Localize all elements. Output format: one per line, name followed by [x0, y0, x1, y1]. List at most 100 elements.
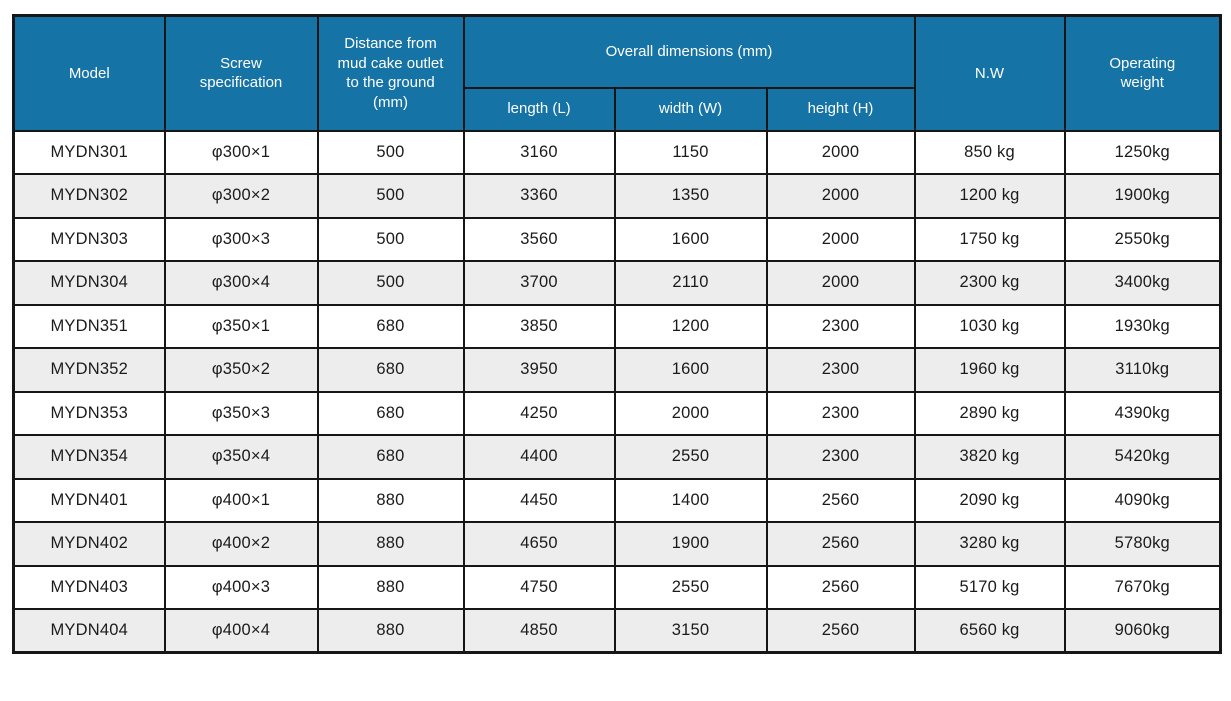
cell-model: MYDN301	[12, 129, 166, 175]
cell-model: MYDN302	[12, 173, 166, 219]
cell-net-weight: 2890 kg	[913, 390, 1066, 436]
cell-height: 2560	[765, 564, 916, 610]
cell-net-weight: 1200 kg	[913, 173, 1066, 219]
cell-screw-specification: φ300×3	[163, 216, 319, 262]
cell-length: 4250	[462, 390, 616, 436]
cell-model: MYDN403	[12, 564, 166, 610]
cell-width: 1600	[613, 347, 768, 393]
col-header-distance-to-ground: Distance from mud cake outlet to the gro…	[316, 14, 465, 132]
cell-net-weight: 2300 kg	[913, 260, 1066, 306]
cell-operating-weight: 5780kg	[1063, 521, 1222, 567]
cell-length: 3360	[462, 173, 616, 219]
cell-operating-weight: 1250kg	[1063, 129, 1222, 175]
table-row: MYDN351 φ350×1 680 3850 1200 2300 1030 kg 1930k…	[12, 303, 1222, 349]
cell-height: 2300	[765, 434, 916, 480]
cell-net-weight: 5170 kg	[913, 564, 1066, 610]
cell-length: 3560	[462, 216, 616, 262]
cell-height: 2000	[765, 129, 916, 175]
cell-width: 2110	[613, 260, 768, 306]
cell-width: 1200	[613, 303, 768, 349]
table-row: MYDN404 φ400×4 880 4850 3150 2560 6560 kg 9060k…	[12, 608, 1222, 654]
cell-length: 3950	[462, 347, 616, 393]
cell-length: 3700	[462, 260, 616, 306]
cell-operating-weight: 1930kg	[1063, 303, 1222, 349]
cell-distance-to-ground: 880	[316, 564, 465, 610]
cell-model: MYDN303	[12, 216, 166, 262]
cell-operating-weight: 4390kg	[1063, 390, 1222, 436]
cell-distance-to-ground: 500	[316, 173, 465, 219]
cell-distance-to-ground: 680	[316, 390, 465, 436]
header-row-top: Model Screw specification Distance from …	[12, 14, 1222, 132]
cell-screw-specification: φ400×1	[163, 477, 319, 523]
cell-model: MYDN354	[12, 434, 166, 480]
cell-screw-specification: φ350×4	[163, 434, 319, 480]
cell-distance-to-ground: 880	[316, 608, 465, 654]
cell-height: 2000	[765, 216, 916, 262]
cell-height: 2000	[765, 260, 916, 306]
cell-width: 2550	[613, 564, 768, 610]
cell-width: 2000	[613, 390, 768, 436]
cell-height: 2000	[765, 173, 916, 219]
cell-model: MYDN353	[12, 390, 166, 436]
cell-operating-weight: 3110kg	[1063, 347, 1222, 393]
table-row: MYDN402 φ400×2 880 4650 1900 2560 3280 kg 5780k…	[12, 521, 1222, 567]
col-header-operating-weight: Operating weight	[1063, 14, 1222, 132]
table-row: MYDN353 φ350×3 680 4250 2000 2300 2890 kg 4390k…	[12, 390, 1222, 436]
spec-table-container: Model Screw specification Distance from …	[12, 14, 1222, 654]
cell-net-weight: 1030 kg	[913, 303, 1066, 349]
cell-net-weight: 850 kg	[913, 129, 1066, 175]
cell-height: 2300	[765, 303, 916, 349]
table-row: MYDN303 φ300×3 500 3560 1600 2000 1750 kg 2550k…	[12, 216, 1222, 262]
cell-distance-to-ground: 500	[316, 216, 465, 262]
cell-width: 1400	[613, 477, 768, 523]
col-header-width: width (W)	[613, 86, 768, 132]
cell-width: 1350	[613, 173, 768, 219]
cell-operating-weight: 4090kg	[1063, 477, 1222, 523]
cell-screw-specification: φ300×4	[163, 260, 319, 306]
col-header-model: Model	[12, 14, 166, 132]
cell-length: 4850	[462, 608, 616, 654]
table-row: MYDN352 φ350×2 680 3950 1600 2300 1960 kg 3110k…	[12, 347, 1222, 393]
header-row-sub: length (L) width (W) height (H)	[14, 86, 1221, 132]
cell-length: 4450	[462, 477, 616, 523]
cell-operating-weight: 1900kg	[1063, 173, 1222, 219]
cell-net-weight: 1960 kg	[913, 347, 1066, 393]
cell-net-weight: 2090 kg	[913, 477, 1066, 523]
cell-screw-specification: φ400×4	[163, 608, 319, 654]
cell-net-weight: 3820 kg	[913, 434, 1066, 480]
cell-model: MYDN404	[12, 608, 166, 654]
cell-width: 1600	[613, 216, 768, 262]
cell-width: 3150	[613, 608, 768, 654]
table-row: MYDN354 φ350×4 680 4400 2550 2300 3820 kg 5420k…	[12, 434, 1222, 480]
cell-net-weight: 1750 kg	[913, 216, 1066, 262]
col-header-length: length (L)	[462, 86, 616, 132]
table-row: MYDN401 φ400×1 880 4450 1400 2560 2090 kg 4090k…	[12, 477, 1222, 523]
cell-length: 3850	[462, 303, 616, 349]
cell-net-weight: 3280 kg	[913, 521, 1066, 567]
table-row: MYDN403 φ400×3 880 4750 2550 2560 5170 kg 7670k…	[12, 564, 1222, 610]
cell-model: MYDN304	[12, 260, 166, 306]
cell-screw-specification: φ350×2	[163, 347, 319, 393]
cell-length: 3160	[462, 129, 616, 175]
cell-distance-to-ground: 680	[316, 347, 465, 393]
cell-distance-to-ground: 880	[316, 477, 465, 523]
col-header-height: height (H)	[765, 86, 916, 132]
cell-operating-weight: 9060kg	[1063, 608, 1222, 654]
cell-length: 4400	[462, 434, 616, 480]
cell-net-weight: 6560 kg	[913, 608, 1066, 654]
cell-length: 4750	[462, 564, 616, 610]
cell-operating-weight: 3400kg	[1063, 260, 1222, 306]
cell-operating-weight: 7670kg	[1063, 564, 1222, 610]
table-row: MYDN301 φ300×1 500 3160 1150 2000 850 kg 1250kg	[12, 129, 1222, 175]
cell-distance-to-ground: 500	[316, 260, 465, 306]
cell-width: 2550	[613, 434, 768, 480]
cell-operating-weight: 5420kg	[1063, 434, 1222, 480]
cell-model: MYDN352	[12, 347, 166, 393]
cell-distance-to-ground: 880	[316, 521, 465, 567]
cell-screw-specification: φ300×2	[163, 173, 319, 219]
cell-model: MYDN402	[12, 521, 166, 567]
cell-operating-weight: 2550kg	[1063, 216, 1222, 262]
cell-height: 2560	[765, 521, 916, 567]
cell-screw-specification: φ300×1	[163, 129, 319, 175]
cell-model: MYDN351	[12, 303, 166, 349]
